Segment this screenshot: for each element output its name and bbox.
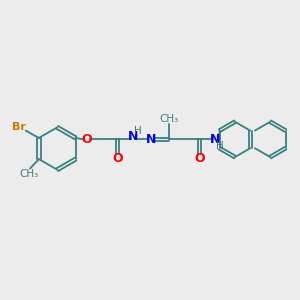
Text: O: O (194, 152, 205, 165)
Text: Br: Br (12, 122, 26, 132)
Text: N: N (210, 134, 220, 146)
Text: N: N (146, 133, 157, 146)
Text: H: H (134, 126, 141, 136)
Text: CH₃: CH₃ (159, 114, 178, 124)
Text: O: O (82, 133, 92, 146)
Text: CH₃: CH₃ (20, 169, 39, 179)
Text: O: O (112, 152, 123, 165)
Text: N: N (128, 130, 138, 143)
Text: H: H (216, 141, 224, 151)
